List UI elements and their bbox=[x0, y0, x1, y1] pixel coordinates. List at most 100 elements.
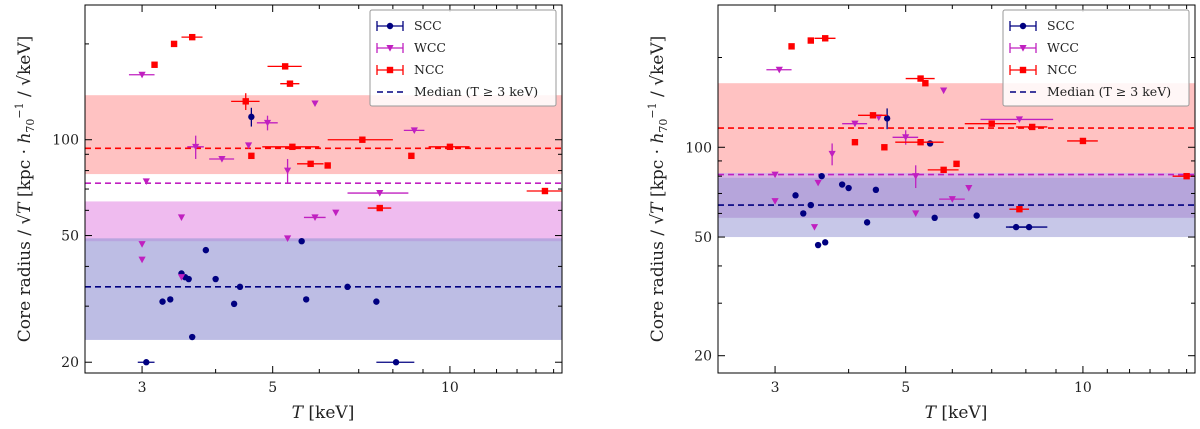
svg-text:Core radius / √T [kpc · h70−1: Core radius / √T [kpc · h70−1 / √keV] bbox=[646, 36, 670, 343]
right-legend-entry: SCC bbox=[1009, 18, 1075, 33]
right-ylabel: Core radius / √T [kpc · h70−1 / √keV] bbox=[646, 36, 670, 343]
right-scc-point bbox=[822, 239, 829, 246]
left-ncc-point bbox=[526, 187, 562, 195]
left-wcc-point bbox=[347, 190, 409, 197]
right-ncc-point bbox=[1172, 172, 1195, 180]
right-legend-entry: WCC bbox=[1009, 40, 1079, 55]
left-scc-point bbox=[376, 359, 415, 366]
left-xtick-label: 10 bbox=[441, 380, 459, 396]
right-scc-point bbox=[838, 181, 846, 188]
left-ncc-point bbox=[231, 93, 260, 110]
left-band-ncc bbox=[85, 95, 562, 175]
left-ncc-point bbox=[367, 204, 392, 212]
right-wcc-point bbox=[912, 165, 920, 189]
left-ncc-point bbox=[181, 33, 203, 41]
right-ytick-label: 100 bbox=[685, 140, 712, 156]
left-wcc-point bbox=[138, 241, 146, 248]
right-xtick-label: 3 bbox=[771, 380, 780, 396]
left-legend-label: Median (T ≥ 3 keV) bbox=[414, 84, 538, 99]
left-wcc-point bbox=[177, 274, 186, 281]
right-scc-point bbox=[814, 241, 822, 249]
left-scc-point bbox=[167, 296, 174, 303]
right-scc-point bbox=[883, 108, 891, 130]
left-wcc-point bbox=[256, 115, 278, 131]
right-legend-label: WCC bbox=[1047, 40, 1079, 55]
right-ncc-point bbox=[953, 160, 960, 168]
left-wcc-point bbox=[177, 214, 186, 222]
left-scc-point bbox=[202, 246, 210, 254]
right-scc-point bbox=[800, 210, 807, 217]
right-ncc-point bbox=[814, 35, 836, 42]
left-panel: 3 5 10 20 50 100 T [keV] Core radius / √T [k… bbox=[13, 4, 563, 423]
left-scc-point bbox=[137, 359, 155, 366]
right-series-ncc bbox=[788, 35, 1195, 213]
left-xtick-label: 3 bbox=[138, 380, 147, 396]
right-ncc-point bbox=[922, 80, 929, 87]
left-ncc-point bbox=[428, 143, 470, 151]
svg-text:T [keV]: T [keV] bbox=[292, 403, 355, 423]
left-xlabel-unit: [keV] bbox=[308, 403, 354, 423]
svg-text:T [keV]: T [keV] bbox=[925, 403, 988, 423]
left-wcc-point bbox=[332, 209, 340, 217]
svg-text:Core radius / √T [kpc · h70−1: Core radius / √T [kpc · h70−1 / √keV] bbox=[13, 36, 37, 343]
left-ncc-point bbox=[327, 136, 393, 143]
left-ytick-label: 50 bbox=[61, 229, 79, 245]
left-wcc-point bbox=[187, 135, 204, 159]
right-xtick-label: 10 bbox=[1074, 380, 1092, 396]
right-ncc-point bbox=[927, 166, 959, 174]
left-yticks: 20 50 100 bbox=[52, 43, 562, 371]
left-xlabel: T [keV] bbox=[292, 403, 355, 423]
right-wcc-point bbox=[842, 120, 868, 128]
right-wcc-point bbox=[939, 196, 965, 203]
left-ncc-point bbox=[297, 160, 324, 168]
right-legend-entry: NCC bbox=[1009, 62, 1077, 77]
left-legend-label: NCC bbox=[414, 62, 444, 77]
right-scc-point bbox=[863, 219, 871, 226]
right-ncc-point bbox=[858, 112, 888, 119]
right-ncc-point bbox=[807, 37, 814, 44]
left-wcc-point bbox=[244, 142, 253, 149]
left-scc-point bbox=[236, 283, 244, 291]
right-legend-box bbox=[1002, 9, 1190, 107]
right-ncc-point bbox=[905, 75, 935, 82]
right-scc-point bbox=[872, 186, 880, 194]
right-ncc-point bbox=[1016, 123, 1048, 131]
left-wcc-point bbox=[128, 71, 155, 79]
right-xtick-label: 5 bbox=[901, 380, 910, 396]
left-legend-entry: Median (T ≥ 3 keV) bbox=[377, 84, 538, 99]
left-scc-point bbox=[185, 275, 192, 283]
left-legend-box bbox=[369, 9, 557, 107]
left-ncc-point bbox=[151, 61, 158, 68]
left-scc-point bbox=[230, 300, 238, 308]
left-ncc-point bbox=[170, 40, 178, 48]
left-ncc-point bbox=[262, 143, 320, 151]
left-legend-label: SCC bbox=[414, 18, 442, 33]
right-scc-point bbox=[931, 214, 938, 222]
right-wcc-point bbox=[965, 185, 973, 192]
right-scc-point bbox=[845, 184, 852, 192]
right-legend-label: SCC bbox=[1047, 18, 1075, 33]
left-scc-point bbox=[344, 283, 351, 291]
left-wcc-point bbox=[403, 127, 425, 134]
left-xtick-label: 5 bbox=[268, 380, 277, 396]
right-scc-point bbox=[926, 140, 934, 147]
right-ncc-point bbox=[851, 138, 859, 146]
left-series-wcc bbox=[128, 71, 425, 281]
right-wcc-point bbox=[912, 210, 920, 218]
left-ytick-label: 20 bbox=[61, 355, 79, 371]
left-points bbox=[128, 33, 562, 366]
right-yticks: 20 50 100 bbox=[685, 4, 1195, 365]
right-wcc-point bbox=[771, 171, 779, 179]
right-scc-point bbox=[973, 212, 980, 219]
right-ytick-label: 20 bbox=[694, 349, 712, 365]
right-panel: 3 5 10 20 50 100 T [keV] Core radius / √T [k… bbox=[646, 4, 1196, 423]
left-ncc-point bbox=[408, 152, 415, 160]
left-series-scc bbox=[137, 107, 415, 366]
right-bands bbox=[718, 83, 1195, 238]
right-plot-frame bbox=[717, 4, 1196, 374]
right-band-scc bbox=[718, 177, 1195, 238]
left-wcc-point bbox=[311, 100, 319, 108]
right-scc-point bbox=[818, 172, 825, 180]
right-wcc-point bbox=[940, 87, 948, 95]
right-wcc-point bbox=[980, 116, 1054, 124]
